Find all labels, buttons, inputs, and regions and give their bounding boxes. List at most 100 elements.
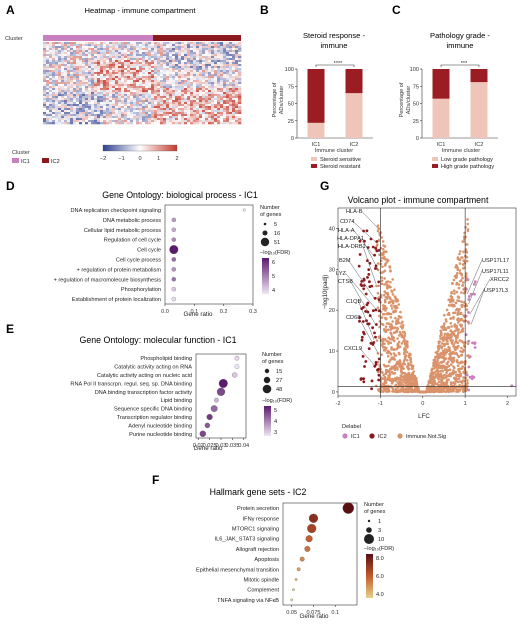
heatmap-cell <box>172 114 176 117</box>
heatmap-cell <box>109 66 113 69</box>
heatmap-cell <box>112 72 116 75</box>
heatmap-cell <box>205 120 209 123</box>
heatmap-cell <box>136 46 140 49</box>
heatmap-cell <box>43 76 47 79</box>
heatmap-cell <box>181 114 185 117</box>
heatmap-cell <box>160 78 164 81</box>
heatmap-cell <box>214 58 218 61</box>
point-notsig <box>387 328 390 332</box>
heatmap-cell <box>73 118 77 121</box>
heatmap-cell <box>76 86 80 89</box>
heatmap-cell <box>121 94 125 97</box>
heatmap-cell <box>211 120 215 123</box>
heatmap-cell <box>181 42 185 45</box>
heatmap-cell <box>106 78 110 81</box>
heatmap-cell <box>91 44 95 47</box>
heatmap-cell <box>157 120 161 123</box>
dot <box>304 545 311 552</box>
heatmap-cell <box>109 42 113 45</box>
heatmap-cell <box>205 74 209 77</box>
heatmap-cell <box>163 44 167 47</box>
heatmap-cell <box>220 44 224 47</box>
heatmap-cell <box>169 94 173 97</box>
heatmap-cell <box>208 72 212 75</box>
heatmap-cell <box>61 46 65 49</box>
heatmap-cell <box>211 100 215 103</box>
heatmap-cell <box>172 102 176 105</box>
heatmap-cell <box>190 108 194 111</box>
heatmap-cell <box>175 88 179 91</box>
heatmap-cell <box>67 48 71 51</box>
heatmap-cell <box>70 42 74 45</box>
heatmap-cell <box>118 108 122 111</box>
heatmap-scale-tick-label: −1 <box>118 156 124 162</box>
heatmap-cell <box>103 90 107 93</box>
heatmap-cell <box>163 70 167 73</box>
heatmap-cell <box>82 106 86 109</box>
heatmap-cell <box>46 64 50 67</box>
heatmap-cell <box>61 110 65 113</box>
point-notsig <box>380 256 384 260</box>
heatmap-cell <box>67 118 71 121</box>
heatmap-cell <box>166 74 170 77</box>
heatmap-cell <box>115 78 119 81</box>
heatmap-cell <box>148 80 152 83</box>
heatmap-cell <box>85 42 89 45</box>
heatmap-cell <box>238 76 242 79</box>
x-tick-label: 0.0 <box>161 309 169 315</box>
heatmap-cell <box>106 116 110 119</box>
heatmap-cell <box>118 80 122 83</box>
point-notsig <box>379 247 383 250</box>
point-ic1 <box>467 365 471 369</box>
heatmap-cell <box>166 116 170 119</box>
heatmap-cell <box>94 96 98 99</box>
heatmap-cell <box>238 80 242 83</box>
heatmap-cell <box>187 76 191 79</box>
heatmap-cell <box>196 60 200 63</box>
heatmap-cell <box>223 122 227 125</box>
heatmap-cell <box>79 74 83 77</box>
point-notsig <box>410 382 414 386</box>
heatmap-cell <box>97 56 101 59</box>
heatmap-cell <box>139 100 143 103</box>
heatmap-cell <box>142 92 146 95</box>
heatmap-cell <box>58 122 62 125</box>
heatmap-cell <box>133 84 137 87</box>
heatmap-cell <box>148 70 152 73</box>
heatmap-cell <box>199 92 203 95</box>
heatmap-cell <box>172 98 176 101</box>
point-notsig <box>443 337 446 341</box>
heatmap-cell <box>151 104 155 107</box>
point-notsig <box>387 342 390 346</box>
heatmap-cell <box>199 82 203 85</box>
heatmap-cell <box>94 70 98 73</box>
heatmap-cell <box>154 90 158 93</box>
heatmap-cell <box>46 68 50 71</box>
heatmap-cell <box>229 98 233 101</box>
point-notsig <box>447 360 450 364</box>
point-notsig <box>376 291 380 295</box>
size-legend-label: 27 <box>276 378 282 384</box>
heatmap-cell <box>211 76 215 79</box>
heatmap-cell <box>94 46 98 49</box>
point-notsig <box>384 250 387 253</box>
heatmap-cell <box>136 44 140 47</box>
heatmap-cell <box>169 50 173 53</box>
heatmap-cell <box>199 68 203 71</box>
heatmap-cell <box>214 82 218 85</box>
heatmap-cell <box>130 48 134 51</box>
gene-label: XRCC2 <box>490 277 509 283</box>
heatmap-cell <box>217 80 221 83</box>
point-notsig <box>436 383 440 387</box>
point-notsig <box>462 341 465 344</box>
heatmap-cell <box>61 102 65 105</box>
heatmap-cell <box>130 64 134 67</box>
heatmap-cell <box>118 74 122 77</box>
heatmap-cell <box>49 84 53 87</box>
heatmap-cell <box>67 92 71 95</box>
heatmap-cell <box>169 68 173 71</box>
heatmap-cell <box>157 112 161 115</box>
heatmap-cell <box>115 72 119 75</box>
heatmap-cell <box>85 50 89 53</box>
